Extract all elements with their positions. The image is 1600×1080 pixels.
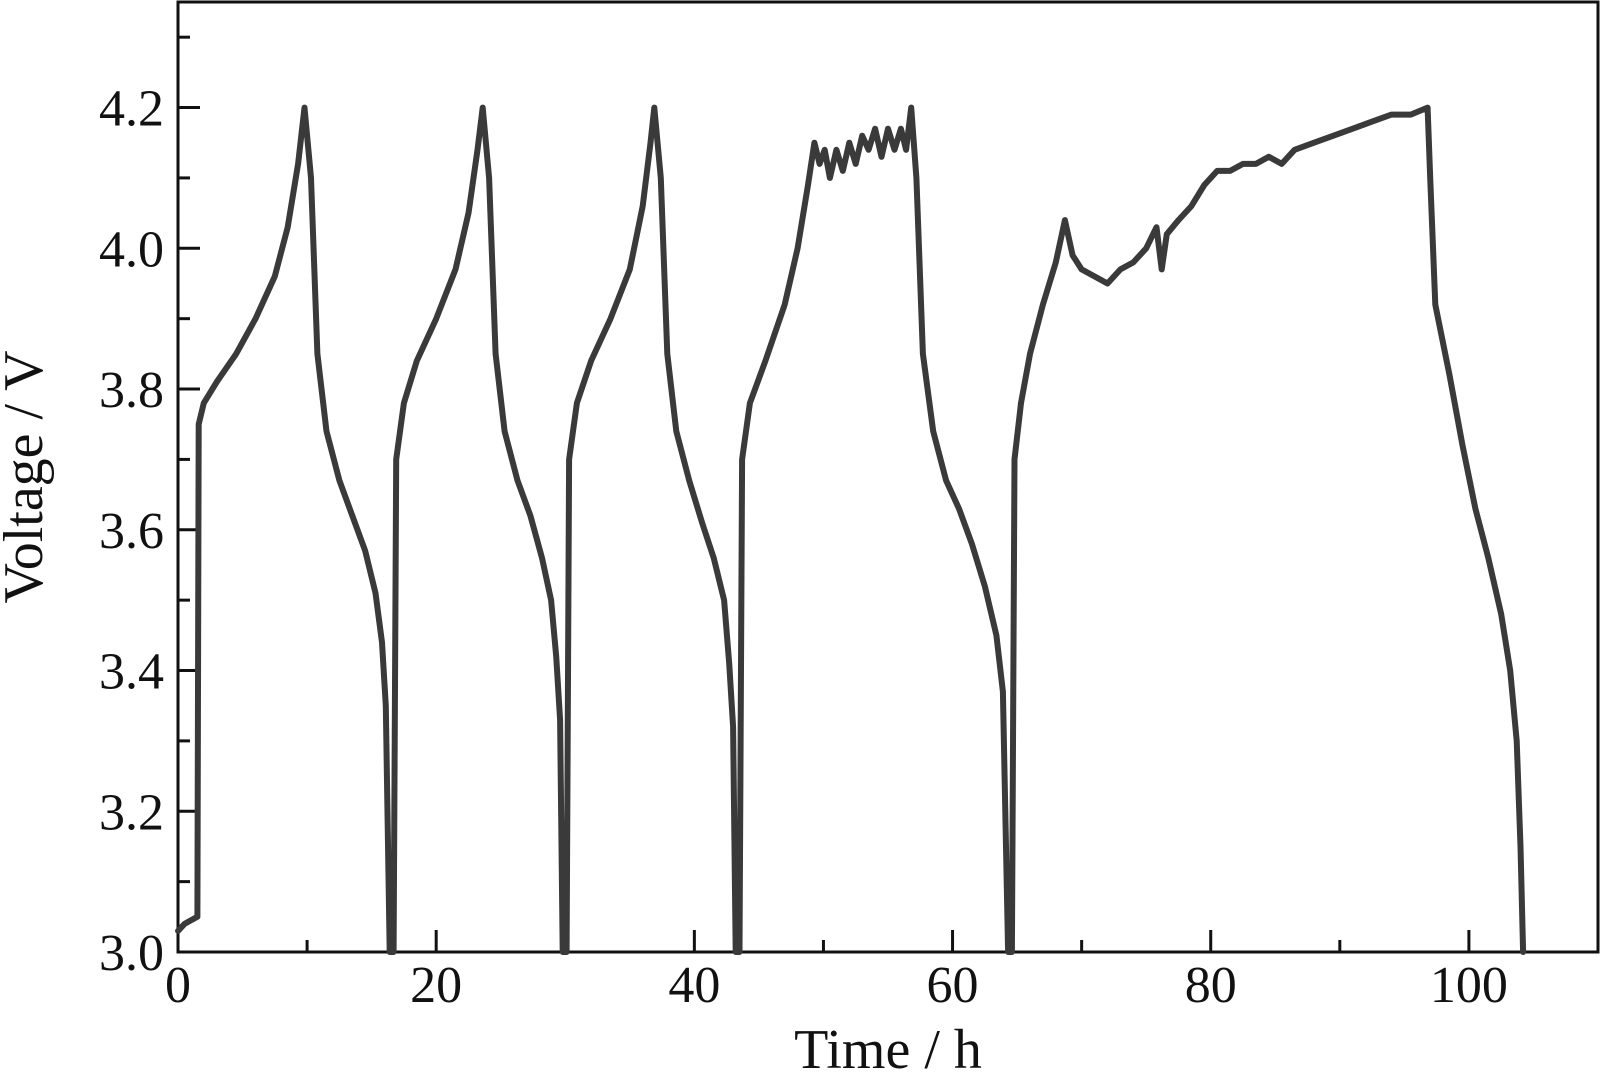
y-tick-label: 4.0 bbox=[99, 221, 164, 278]
y-tick-label: 3.8 bbox=[99, 362, 164, 419]
axis-ticks bbox=[176, 35, 1600, 954]
voltage-series-line bbox=[175, 104, 1527, 955]
y-tick-label: 3.6 bbox=[99, 503, 164, 560]
y-tick-label: 4.2 bbox=[99, 81, 164, 138]
x-tick-label: 100 bbox=[1430, 957, 1508, 1014]
x-tick-label: 0 bbox=[165, 957, 191, 1014]
y-axis-title: Voltage / V bbox=[0, 350, 55, 603]
x-tick-label: 40 bbox=[668, 957, 720, 1014]
x-tick-label: 20 bbox=[410, 957, 462, 1014]
tick-labels: 0 20 40 60 80 100 3.0 3.2 3.4 3.6 3.8 4.0 4.2 bbox=[99, 81, 1508, 1014]
x-tick-label: 60 bbox=[927, 957, 979, 1014]
y-tick-label: 3.2 bbox=[99, 784, 164, 841]
x-axis-title: Time / h bbox=[794, 1019, 982, 1080]
x-tick-label: 80 bbox=[1185, 957, 1237, 1014]
y-tick-label: 3.0 bbox=[99, 925, 164, 982]
y-tick-label: 3.4 bbox=[99, 644, 164, 701]
plot-frame bbox=[176, 0, 1600, 954]
